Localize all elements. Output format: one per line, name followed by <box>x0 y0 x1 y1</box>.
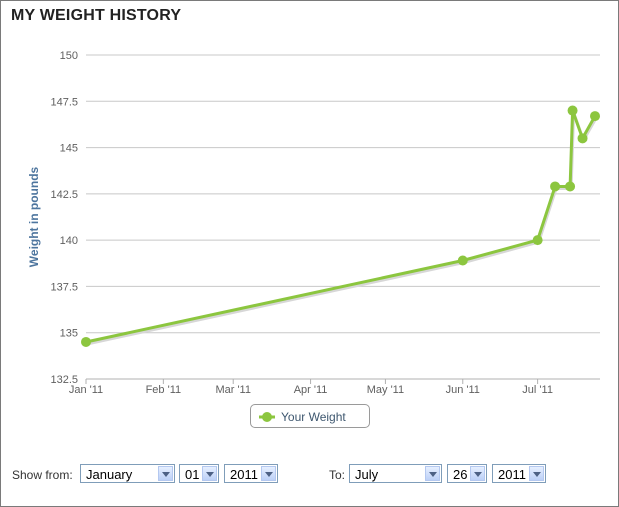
from-month-select[interactable]: January <box>80 464 175 483</box>
from-year-select[interactable]: 2011 <box>224 464 278 483</box>
panel-title: MY WEIGHT HISTORY <box>11 7 182 24</box>
y-tick-label: 142.5 <box>50 189 78 201</box>
x-tick-label: Feb '11 <box>146 384 182 396</box>
chevron-down-icon[interactable] <box>261 466 276 481</box>
y-tick-label: 132.5 <box>50 374 78 386</box>
to-month-select[interactable]: July <box>349 464 442 483</box>
x-tick-label: Mar '11 <box>215 384 251 396</box>
data-point <box>590 111 601 122</box>
chevron-down-icon[interactable] <box>529 466 544 481</box>
legend-marker-icon <box>259 412 275 422</box>
y-tick-label: 147.5 <box>50 96 78 108</box>
x-tick-label: Jul '11 <box>522 384 553 396</box>
from-day-select[interactable]: 01 <box>179 464 219 483</box>
to-day-value: 26 <box>453 467 468 482</box>
x-tick-label: May '11 <box>367 384 404 396</box>
chevron-down-icon[interactable] <box>202 466 217 481</box>
data-point <box>532 235 543 246</box>
x-tick-label: Jan '11 <box>69 384 103 396</box>
y-tick-label: 135 <box>60 328 78 340</box>
y-tick-label: 140 <box>60 235 78 247</box>
to-label: To: <box>329 468 346 482</box>
data-point <box>567 105 578 116</box>
y-axis-title: Weight in pounds <box>27 166 41 267</box>
data-point <box>457 255 468 266</box>
y-tick-label: 137.5 <box>50 281 78 293</box>
data-point <box>550 181 561 192</box>
date-range-controls: Show from: January 01 2011 To: July 26 2… <box>1 463 619 487</box>
legend-item-your-weight[interactable]: Your Weight <box>250 404 370 428</box>
data-point <box>577 133 588 144</box>
legend-label: Your Weight <box>281 410 346 424</box>
series-line <box>85 109 597 344</box>
show-from-label: Show from: <box>12 468 73 482</box>
from-month-value: January <box>86 467 133 482</box>
x-tick-label: Jun '11 <box>446 384 480 396</box>
chevron-down-icon[interactable] <box>158 466 173 481</box>
from-year-value: 2011 <box>230 467 258 482</box>
to-day-select[interactable]: 26 <box>447 464 487 483</box>
chevron-down-icon[interactable] <box>470 466 485 481</box>
chevron-down-icon[interactable] <box>425 466 440 481</box>
data-point <box>81 336 91 347</box>
weight-line-chart: 132.5 135 137.5 140 142.5 145 147.5 150 Jan '11 F… <box>27 50 601 396</box>
from-day-value: 01 <box>185 467 200 482</box>
to-year-value: 2011 <box>498 467 526 482</box>
y-tick-label: 150 <box>60 50 78 62</box>
to-month-value: July <box>355 467 379 482</box>
x-tick-label: Apr '11 <box>294 384 328 396</box>
data-point <box>565 181 576 192</box>
to-year-select[interactable]: 2011 <box>492 464 546 483</box>
y-tick-label: 145 <box>60 143 78 155</box>
